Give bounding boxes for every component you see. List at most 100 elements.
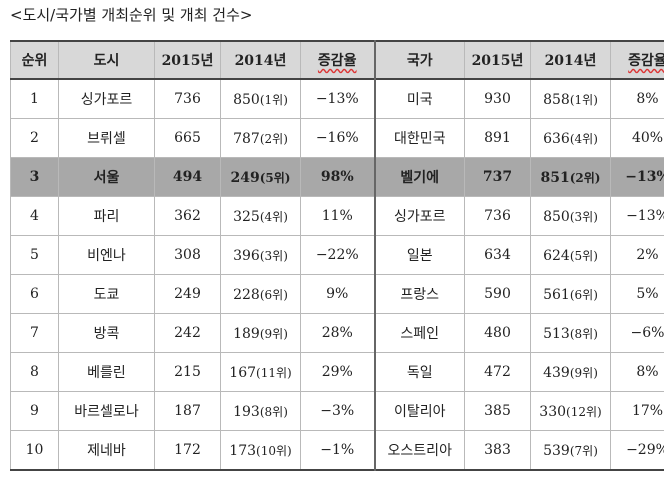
country-2014-cell: 513(8위): [530, 313, 611, 353]
city-2014-value: 193: [233, 403, 260, 420]
country-cell: 독일: [374, 352, 465, 392]
city-2015-cell: 665: [154, 118, 221, 158]
city-change-cell: −22%: [300, 235, 376, 275]
city-cell: 베를린: [58, 352, 155, 392]
city-cell: 도쿄: [58, 274, 155, 314]
city-2014-value: 787: [233, 130, 260, 147]
city-2015-cell: 187: [154, 391, 221, 431]
country-2014-rank: (9위): [569, 365, 598, 380]
city-cell: 바르셀로나: [58, 391, 155, 431]
city-2015-cell: 308: [154, 235, 221, 275]
country-2014-value: 858: [543, 91, 570, 108]
country-cell: 벨기에: [374, 157, 465, 197]
country-cell: 미국: [374, 78, 465, 119]
city-cell: 싱가포르: [58, 78, 155, 119]
country-2014-cell: 850(3위): [530, 196, 611, 236]
country-2014-rank: (7위): [569, 443, 598, 458]
country-2015-cell: 383: [464, 430, 531, 471]
country-2014-cell: 561(6위): [530, 274, 611, 314]
city-2015-cell: 362: [154, 196, 221, 236]
city-2014-value: 325: [233, 208, 260, 225]
city-2014-rank: (6위): [259, 287, 288, 302]
table-row: 5 비엔나 308 396(3위) −22% 일본 634 624(5위) 2%: [10, 235, 664, 275]
city-2014-rank: (10위): [256, 443, 292, 458]
country-2014-rank: (3위): [569, 209, 598, 224]
country-change-cell: 8%: [610, 352, 664, 392]
city-2014-cell: 167(11위): [220, 352, 301, 392]
header-rank: 순위: [10, 40, 59, 80]
country-2015-cell: 590: [464, 274, 531, 314]
country-2014-rank: (12위): [566, 404, 602, 419]
header-country-change: 증감율: [610, 40, 664, 80]
country-cell: 싱가포르: [374, 196, 465, 236]
header-row: 순위 도시 2015년 2014년 증감율 국가 2015년 2014년 증감율: [10, 40, 664, 80]
country-change-cell: 40%: [610, 118, 664, 158]
country-2014-cell: 539(7위): [530, 430, 611, 471]
country-2014-value: 439: [543, 364, 570, 381]
city-cell: 비엔나: [58, 235, 155, 275]
country-cell: 스페인: [374, 313, 465, 353]
country-cell: 일본: [374, 235, 465, 275]
country-2014-value: 636: [543, 130, 570, 147]
city-2014-rank: (9위): [259, 326, 288, 341]
city-2014-value: 396: [233, 247, 260, 264]
table-row: 9 바르셀로나 187 193(8위) −3% 이탈리아 385 330(12위) 17%: [10, 391, 664, 431]
country-2015-cell: 737: [464, 157, 531, 197]
city-change-cell: 11%: [300, 196, 376, 236]
header-city-2015: 2015년: [154, 40, 221, 80]
city-change-cell: −3%: [300, 391, 376, 431]
city-2014-value: 850: [233, 91, 260, 108]
header-country-2014: 2014년: [530, 40, 611, 80]
country-2015-cell: 891: [464, 118, 531, 158]
city-cell: 파리: [58, 196, 155, 236]
table-caption: <도시/국가별 개최순위 및 개최 건수>: [10, 6, 253, 24]
country-change-cell: 2%: [610, 235, 664, 275]
country-2014-value: 624: [543, 247, 570, 264]
country-2014-cell: 851(2위): [530, 157, 611, 197]
city-2014-cell: 173(10위): [220, 430, 301, 471]
city-2014-cell: 193(8위): [220, 391, 301, 431]
rank-cell: 3: [10, 157, 59, 197]
country-2014-rank: (5위): [569, 248, 598, 263]
city-2014-cell: 249(5위): [220, 157, 301, 197]
city-2014-rank: (2위): [259, 131, 288, 146]
city-2015-cell: 242: [154, 313, 221, 353]
city-2014-cell: 325(4위): [220, 196, 301, 236]
country-change-cell: 5%: [610, 274, 664, 314]
country-2014-rank: (6위): [569, 287, 598, 302]
rank-cell: 2: [10, 118, 59, 158]
header-country-change-text: 증감율: [628, 53, 664, 69]
country-2014-value: 539: [543, 442, 570, 459]
city-2015-cell: 249: [154, 274, 221, 314]
city-2014-rank: (8위): [259, 404, 288, 419]
city-change-cell: 28%: [300, 313, 376, 353]
header-city-change: 증감율: [300, 40, 376, 80]
header-country: 국가: [374, 40, 465, 80]
city-change-cell: 29%: [300, 352, 376, 392]
header-city-2014: 2014년: [220, 40, 301, 80]
table-row: 2 브뤼셀 665 787(2위) −16% 대한민국 891 636(4위) 40%: [10, 118, 664, 158]
table-row: 7 방콕 242 189(9위) 28% 스페인 480 513(8위) −6%: [10, 313, 664, 353]
country-2015-cell: 930: [464, 78, 531, 119]
country-change-cell: −13%: [610, 157, 664, 197]
country-2015-cell: 736: [464, 196, 531, 236]
rank-cell: 1: [10, 78, 59, 119]
rank-cell: 10: [10, 430, 59, 471]
country-2014-cell: 624(5위): [530, 235, 611, 275]
city-change-cell: 9%: [300, 274, 376, 314]
rank-cell: 7: [10, 313, 59, 353]
city-2014-rank: (4위): [259, 209, 288, 224]
table-row: 8 베를린 215 167(11위) 29% 독일 472 439(9위) 8%: [10, 352, 664, 392]
country-2014-cell: 858(1위): [530, 78, 611, 119]
city-change-cell: 98%: [300, 157, 376, 197]
country-2014-rank: (2위): [569, 170, 601, 185]
country-cell: 대한민국: [374, 118, 465, 158]
country-2015-cell: 480: [464, 313, 531, 353]
city-2014-cell: 850(1위): [220, 78, 301, 119]
city-2014-rank: (11위): [256, 365, 292, 380]
country-2014-value: 850: [543, 208, 570, 225]
city-2014-value: 228: [233, 286, 260, 303]
